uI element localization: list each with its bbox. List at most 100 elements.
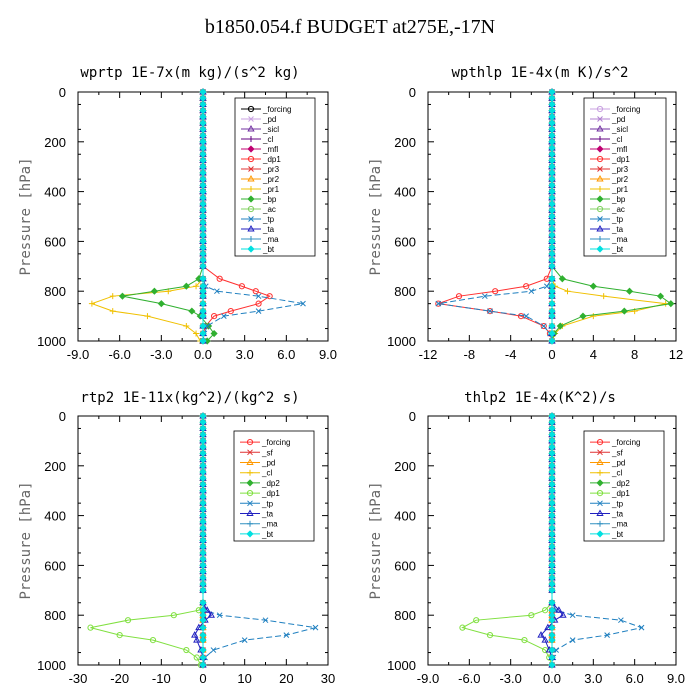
legend-entry: _sf (240, 448, 273, 457)
data-point (548, 599, 556, 607)
legend-entry: _ma (240, 520, 278, 529)
legend-marker (247, 124, 255, 132)
data-point (312, 624, 319, 631)
legend-label: _pd (262, 115, 276, 124)
legend-entry: _ma (241, 235, 279, 244)
data-point (241, 637, 248, 643)
data-point (199, 337, 207, 345)
legend-label: _ac (262, 205, 276, 214)
data-point (199, 646, 207, 654)
x-tick-label: -9.0 (417, 671, 439, 686)
chart-title: thlp2 1E-4x(K^2)/s (464, 390, 616, 406)
legend-label: _pd (261, 459, 275, 468)
data-point (435, 300, 442, 307)
x-tick-label: -30 (69, 671, 88, 686)
legend-label: _pd (611, 115, 625, 124)
legend-label: _dp2 (261, 479, 280, 488)
legend-marker (597, 186, 603, 192)
data-point (656, 292, 665, 300)
legend-entry: _forcing (241, 105, 291, 114)
legend-marker (596, 205, 604, 213)
x-tick-label: -3.0 (499, 671, 521, 686)
legend-entry: _forcing (240, 438, 290, 447)
legend-entry: _mfl (590, 145, 627, 154)
legend-entry: _ta (590, 509, 624, 519)
data-point (604, 632, 610, 638)
data-point (486, 632, 494, 639)
data-point (109, 308, 116, 315)
data-point (548, 624, 556, 632)
y-tick-label: 0 (59, 85, 66, 100)
legend-marker (596, 509, 604, 516)
x-tick-label: -12 (419, 347, 438, 362)
legend-label: _pd (611, 459, 625, 468)
data-point (199, 653, 207, 662)
data-point (199, 661, 207, 669)
legend-box (583, 430, 665, 542)
data-point (455, 293, 463, 300)
legend-label: _forcing (262, 105, 291, 114)
y-tick-label: 200 (44, 135, 66, 150)
legend-marker (248, 116, 254, 122)
legend-entry: _tp (590, 215, 624, 224)
data-point (548, 322, 556, 330)
data-point (300, 300, 306, 307)
data-point (548, 256, 556, 264)
legend-marker (596, 458, 604, 465)
legend-marker (248, 186, 254, 192)
legend-entry: _bt (590, 530, 624, 539)
data-point (569, 637, 576, 643)
legend-marker (247, 195, 255, 203)
chart-panel-wprtp: wprtp 1E-7x(m kg)/(s^2 kg) 0 200 400 600 800 1… (18, 65, 337, 362)
x-tick-label: -3.0 (150, 347, 172, 362)
y-tick-label: 0 (409, 85, 416, 100)
data-point (150, 287, 158, 295)
data-point (183, 646, 190, 654)
legend-entry: _ta (240, 509, 274, 519)
legend-marker (596, 439, 604, 446)
legend-label: _bp (262, 195, 277, 204)
data-point (589, 282, 597, 290)
data-point (481, 293, 488, 300)
legend-marker (597, 116, 603, 122)
data-point (548, 646, 556, 654)
x-tick-label: -10 (152, 671, 171, 686)
legend-label: _sicl (611, 125, 628, 134)
legend-entry: _bp (590, 195, 626, 204)
data-point (548, 262, 556, 270)
data-point (548, 653, 556, 662)
data-point (548, 580, 556, 588)
data-point (559, 611, 567, 618)
y-tick-label: 800 (44, 284, 66, 299)
data-point (216, 612, 223, 619)
legend-marker (596, 479, 604, 487)
data-point (537, 631, 545, 638)
data-point (118, 292, 127, 300)
data-point (199, 275, 207, 283)
legend-label: _dp2 (611, 479, 630, 488)
x-tick-label: 8 (631, 347, 638, 362)
data-point (548, 616, 556, 624)
data-point (523, 313, 530, 319)
data-point (227, 308, 234, 315)
legend-label: _bt (611, 530, 624, 539)
legend-marker (597, 136, 603, 142)
legend-label: _pr1 (262, 185, 280, 194)
y-axis-label: Pressure [hPa] (18, 481, 34, 599)
data-point (569, 612, 576, 619)
series-bt (548, 412, 556, 669)
data-point (211, 313, 218, 320)
legend-label: _ta (611, 510, 624, 519)
chart-title: rtp2 1E-11x(kg^2)/(kg^2 s) (80, 390, 299, 406)
data-point (220, 313, 227, 319)
data-point (555, 606, 563, 613)
data-point (558, 275, 566, 283)
legend-entry: _bt (590, 245, 624, 254)
chart-title: wpthlp 1E-4x(m K)/s^2 (451, 65, 628, 81)
y-tick-label: 200 (44, 459, 66, 474)
legend: _forcing_pd_sicl_cl_mfl_dp1_pr3_pr2_pr1_… (234, 97, 316, 257)
data-point (157, 300, 165, 308)
data-point (199, 624, 207, 632)
legend-marker (246, 458, 254, 465)
legend-box (233, 430, 315, 542)
